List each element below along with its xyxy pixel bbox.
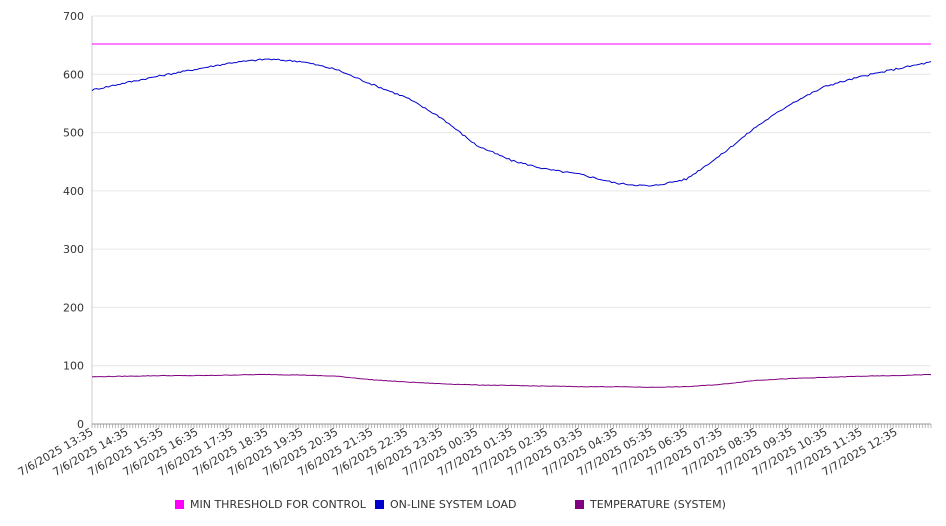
y-tick-label: 700 (63, 10, 84, 23)
legend-swatch-icon (375, 500, 384, 509)
axes (91, 16, 932, 428)
legend-swatch-icon (575, 500, 584, 509)
legend-label: ON-LINE SYSTEM LOAD (390, 498, 517, 511)
y-tick-label: 600 (63, 68, 84, 81)
series-line (91, 58, 932, 187)
legend-item-temperature[interactable]: TEMPERATURE (SYSTEM) (575, 498, 726, 511)
series-lines (91, 43, 932, 388)
legend-label: MIN THRESHOLD FOR CONTROL (190, 498, 366, 511)
y-tick-label: 200 (63, 301, 84, 314)
legend-swatch-icon (175, 500, 184, 509)
x-axis-ticks: 7/6/2025 13:357/6/2025 14:357/6/2025 15:… (16, 425, 900, 479)
y-tick-label: 0 (77, 418, 84, 431)
gridlines (92, 15, 931, 367)
y-axis-ticks: 0 100 200 300 400 500 600 700 (63, 10, 84, 431)
legend-label: TEMPERATURE (SYSTEM) (590, 498, 726, 511)
y-tick-label: 100 (63, 360, 84, 373)
y-tick-label: 400 (63, 185, 84, 198)
series-line (91, 373, 932, 388)
y-tick-label: 500 (63, 127, 84, 140)
y-tick-label: 300 (63, 243, 84, 256)
legend-item-system-load[interactable]: ON-LINE SYSTEM LOAD (375, 498, 516, 511)
legend-item-min-threshold[interactable]: MIN THRESHOLD FOR CONTROL (175, 498, 366, 511)
legend: MIN THRESHOLD FOR CONTROL ON-LINE SYSTEM… (0, 498, 946, 514)
